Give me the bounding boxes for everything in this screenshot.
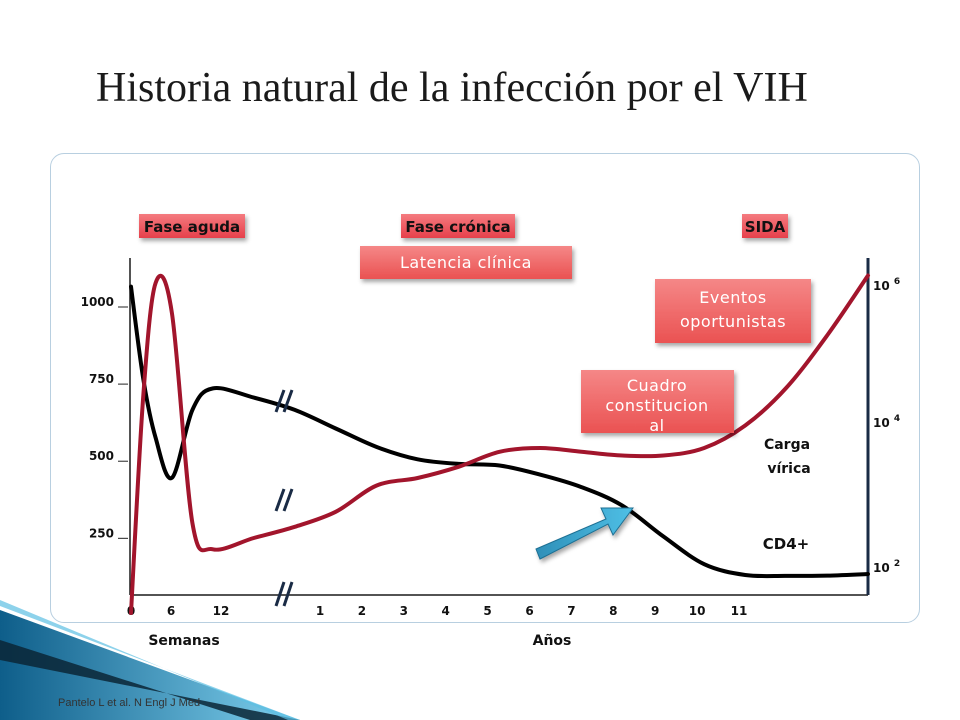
annotation-cuadro-bg — [581, 370, 734, 433]
break-mark-viral-b — [282, 488, 294, 512]
y-left-tick-label: 1000 — [81, 295, 114, 309]
series-label-viral-line2: vírica — [767, 461, 810, 477]
y-left-tick-label: 500 — [89, 449, 114, 463]
y-right-tick-label: 10 2 — [873, 559, 900, 575]
x-tick-year: 9 — [651, 604, 659, 618]
phase-acute-bg — [139, 214, 245, 238]
trend-arrow — [535, 507, 634, 560]
phase-chronic-bg — [401, 214, 515, 238]
phase-aids-bg — [742, 214, 788, 238]
y-right-ticks: 10 6 10 4 10 2 — [873, 277, 900, 575]
annotation-eventos-text: Eventos oportunistas — [680, 288, 786, 331]
x-tick-year: 3 — [400, 604, 408, 618]
citation: Pantelo L et al. N Engl J Med — [58, 697, 201, 709]
series-label-viral-line1: Carga — [764, 437, 810, 453]
x-tick-week: 12 — [213, 604, 230, 618]
slide-title: Historia natural de la infección por el … — [96, 65, 808, 111]
annotation-latencia: Latencia clínica — [360, 246, 572, 279]
arrow-icon — [535, 507, 634, 560]
phase-chronic-text: Fase crónica — [405, 218, 510, 236]
break-mark-axis-b — [282, 581, 294, 607]
break-mark-axis-a — [274, 581, 286, 607]
series-layer — [129, 273, 870, 615]
y-right-tick-label: 10 6 — [873, 277, 900, 293]
phase-aids-text: SIDA — [745, 218, 786, 236]
x-tick-year: 2 — [358, 604, 366, 618]
x-tick-year: 5 — [483, 604, 491, 618]
x-tick-year: 7 — [567, 604, 575, 618]
x-tick-week: 6 — [167, 604, 175, 618]
phase-acute-text: Fase aguda — [144, 218, 240, 236]
series-line-viral-load — [129, 273, 870, 615]
y-left-tick-label: 750 — [89, 372, 114, 386]
xlabel-years: Años — [533, 633, 572, 649]
x-tick-year: 10 — [689, 604, 706, 618]
phase-label-chronic: Fase crónica — [401, 214, 515, 238]
annotation-cuadro: Cuadro constitucion al — [581, 370, 734, 435]
break-mark-viral-a — [274, 488, 286, 512]
x-ticks: 0 6 12 1 2 3 4 5 6 7 8 9 10 11 — [127, 604, 748, 618]
y-left-tick-label: 250 — [89, 526, 114, 540]
annotation-latencia-bg — [360, 246, 572, 279]
x-tick-year: 6 — [525, 604, 533, 618]
annotation-latencia-text: Latencia clínica — [400, 253, 532, 272]
axis-break-marks — [274, 389, 294, 607]
x-tick-year: 4 — [442, 604, 450, 618]
break-mark-cd4-a — [274, 389, 286, 413]
x-tick-year: 8 — [609, 604, 617, 618]
series-line-cd4 — [129, 284, 870, 579]
annotation-cuadro-text: Cuadro constitucion al — [605, 376, 708, 435]
break-mark-cd4-b — [282, 389, 294, 413]
annotation-eventos-bg — [655, 279, 811, 343]
x-tick-year: 1 — [316, 604, 324, 618]
y-left-ticks: 1000 750 500 250 — [81, 295, 128, 540]
series-label-cd4: CD4+ — [763, 535, 809, 553]
y-right-tick-label: 10 4 — [873, 414, 900, 430]
corner-decoration — [0, 600, 300, 720]
annotation-eventos: Eventos oportunistas — [655, 279, 811, 343]
x-tick-year: 11 — [731, 604, 748, 618]
phase-label-acute: Fase aguda — [139, 214, 245, 238]
phase-label-aids: SIDA — [742, 214, 788, 238]
xlabel-weeks: Semanas — [148, 633, 219, 649]
